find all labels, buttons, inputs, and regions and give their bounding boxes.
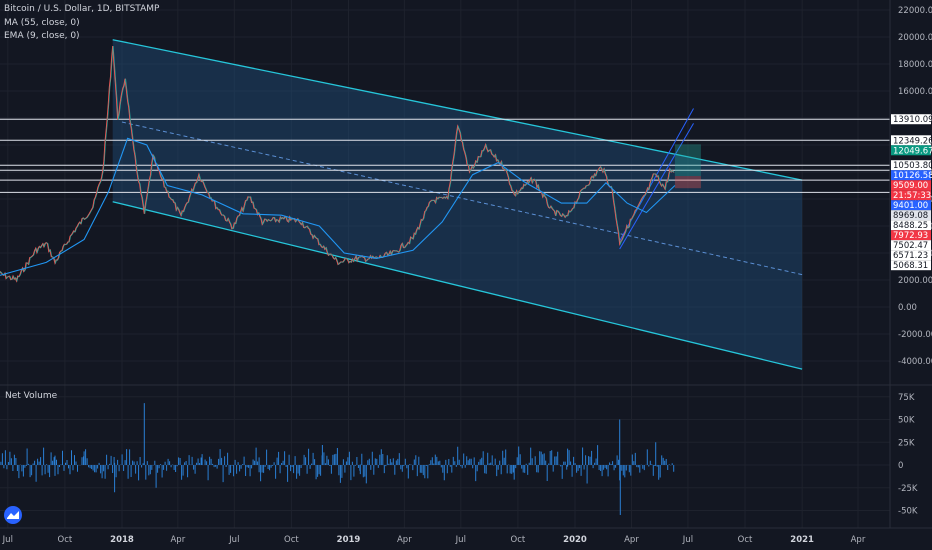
- symbol-title[interactable]: Bitcoin / U.S. Dollar, 1D, BITSTAMP: [4, 4, 160, 14]
- volume-title[interactable]: Net Volume: [5, 391, 58, 401]
- price-tag-label: 12049.67: [893, 146, 932, 156]
- price-tag-bg: [891, 260, 931, 271]
- volume-tick-label: 75K: [898, 393, 915, 403]
- time-label: Jul: [455, 535, 466, 545]
- price-tag-label: 10126.58: [893, 171, 932, 181]
- price-tag-bg: [891, 230, 931, 241]
- volume-tick-label: -50K: [898, 507, 918, 517]
- volume-tick-label: -25K: [898, 484, 918, 494]
- price-tick-label: -2000.00: [898, 330, 932, 340]
- price-tag-label: 8969.08: [893, 211, 928, 221]
- channel-upper-line: [112, 39, 803, 181]
- time-label: Oct: [284, 535, 299, 545]
- time-label: Jul: [2, 535, 13, 545]
- time-label: Apr: [851, 535, 866, 545]
- price-tick-label: 22000.00: [898, 6, 932, 16]
- price-tag-bg: [891, 170, 931, 181]
- price-tick-label: 20000.00: [898, 33, 932, 43]
- price-tick-label: -4000.00: [898, 357, 932, 367]
- price-series-overlay: [0, 45, 675, 282]
- price-tick-label: 0.00: [898, 303, 917, 313]
- price-tag-bg: [891, 220, 931, 231]
- time-label: 2018: [110, 535, 134, 545]
- price-tag-bg: [891, 114, 931, 125]
- time-label: Oct: [738, 535, 753, 545]
- price-tag-bg: [891, 180, 931, 191]
- tradingview-logo-icon[interactable]: [4, 506, 22, 524]
- price-tick-label: 2000.00: [898, 276, 932, 286]
- position-target-zone: [674, 144, 701, 177]
- price-tag-label: 9509.00: [893, 181, 928, 191]
- time-label: Oct: [58, 535, 73, 545]
- price-tag-label: 6571.23: [893, 251, 928, 261]
- price-tag-bg: [891, 135, 931, 146]
- time-label: Jul: [682, 535, 693, 545]
- price-axis[interactable]: 22000.0020000.0018000.0016000.0014000.00…: [891, 6, 932, 517]
- time-label: Apr: [397, 535, 412, 545]
- ma-line: [0, 137, 676, 276]
- volume-tick-label: 50K: [898, 416, 915, 426]
- time-label: Apr: [624, 535, 639, 545]
- ema-legend[interactable]: EMA (9, close, 0): [4, 31, 80, 41]
- price-tag-bg: [891, 250, 931, 261]
- price-tag-label: 7972.93: [893, 231, 928, 241]
- price-series-line: [0, 45, 675, 283]
- position-stop-zone: [674, 176, 701, 189]
- price-pane[interactable]: [0, 39, 890, 370]
- price-tag-label: 5068.31: [893, 261, 928, 271]
- price-tag-label: 12349.26: [893, 136, 932, 146]
- volume-tick-label: 25K: [898, 438, 915, 448]
- volume-pane[interactable]: [0, 403, 675, 515]
- volume-bars: [0, 403, 675, 515]
- price-tick-label: 16000.00: [898, 87, 932, 97]
- price-tag-label: 21:57:33: [893, 191, 931, 201]
- time-label: Jul: [228, 535, 239, 545]
- price-tag-label: 9401.00: [893, 201, 928, 211]
- price-tag-label: 13910.09: [893, 115, 932, 125]
- time-label: 2020: [563, 535, 587, 545]
- grid-lines: [0, 0, 890, 528]
- time-label: 2021: [790, 535, 814, 545]
- price-tag-bg: [891, 200, 931, 211]
- price-tag-bg: [891, 160, 931, 171]
- price-tag-bg: [891, 210, 931, 221]
- volume-tick-label: 0: [898, 461, 903, 471]
- time-label: 2019: [337, 535, 361, 545]
- price-tag-label: 10503.80: [893, 161, 932, 171]
- price-tag-bg: [891, 145, 931, 156]
- time-label: Apr: [170, 535, 185, 545]
- channel-fill: [112, 39, 803, 370]
- price-tick-label: 18000.00: [898, 60, 932, 70]
- price-tag-label: 7502.47: [893, 241, 928, 251]
- price-tag-label: 8488.25: [893, 221, 928, 231]
- time-label: Oct: [511, 535, 526, 545]
- ma-legend[interactable]: MA (55, close, 0): [4, 18, 80, 28]
- time-axis[interactable]: Jul Oct 2018 Apr Jul Oct 2019 Apr Jul Oct 2020 Apr J…: [2, 535, 866, 545]
- price-tag-bg: [891, 240, 931, 251]
- price-tag-bg: [891, 190, 931, 201]
- channel-lower-line: [112, 201, 803, 370]
- uptrend-lower-line: [619, 123, 694, 250]
